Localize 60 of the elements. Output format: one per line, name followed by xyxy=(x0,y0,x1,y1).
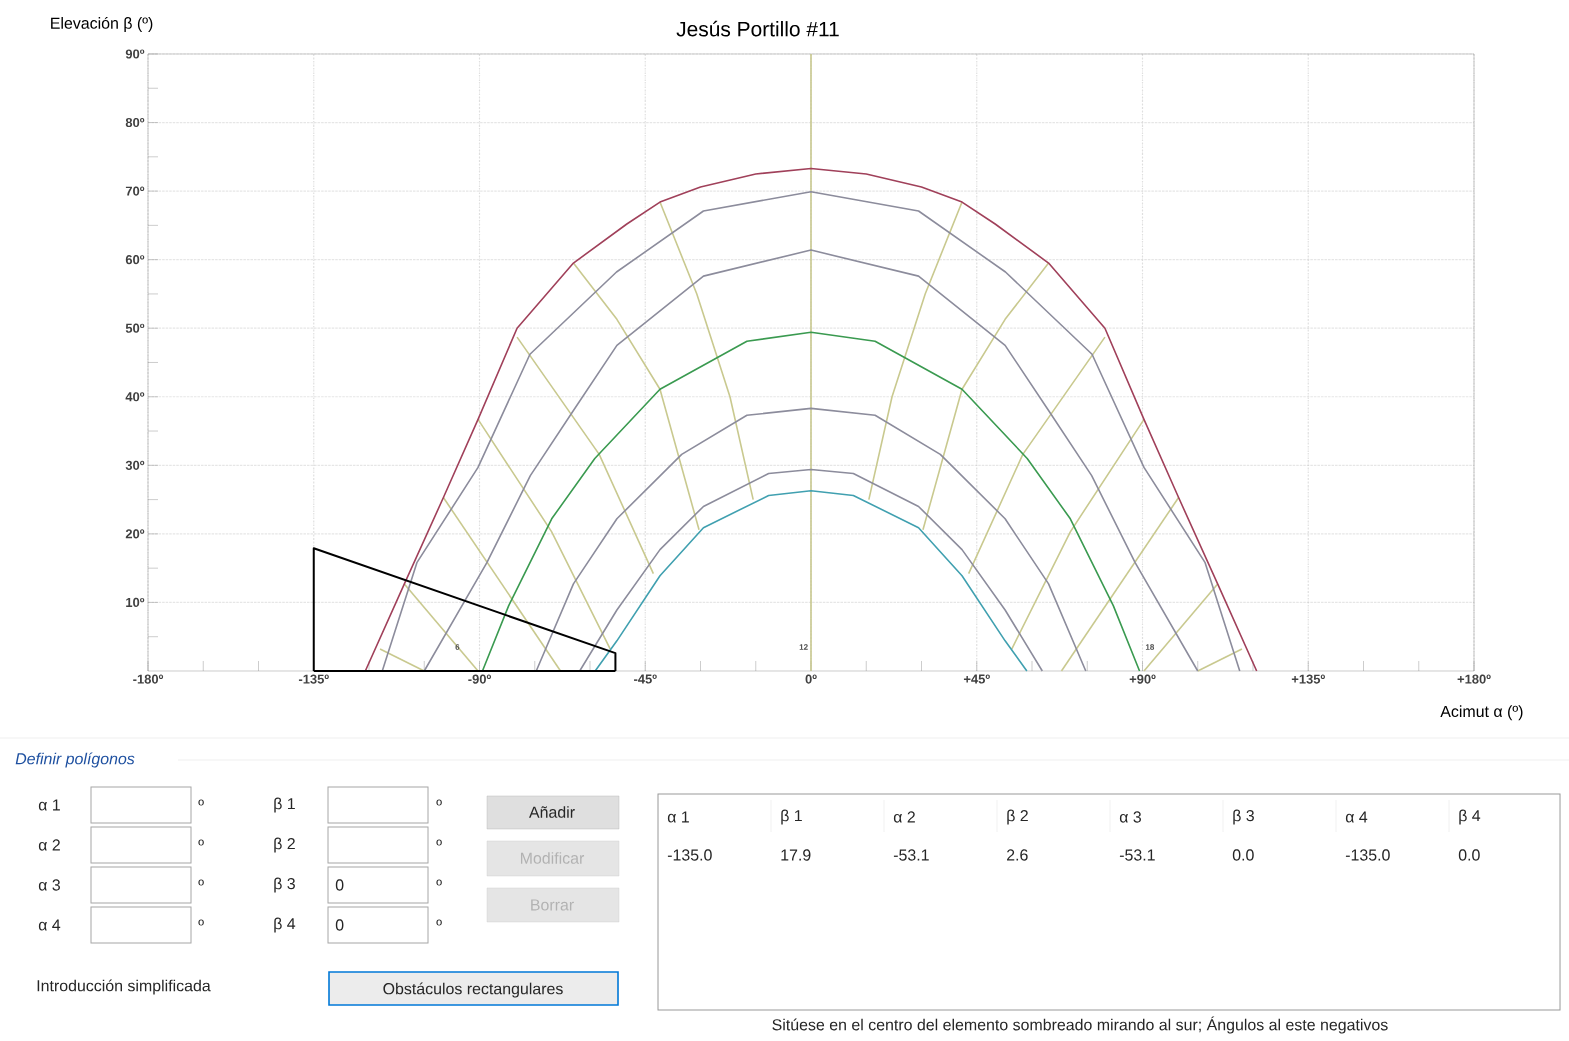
text: Definir polígonos xyxy=(15,752,135,768)
text: -53.1 xyxy=(1119,849,1155,861)
text: β 4 xyxy=(274,917,296,933)
text: α 1 xyxy=(38,799,60,811)
text: β 1 xyxy=(274,797,295,813)
text: α 3 xyxy=(38,879,60,891)
text: 17.9 xyxy=(781,849,811,861)
x-tick-label: -180º xyxy=(133,674,164,684)
text: α 4 xyxy=(1345,811,1368,823)
x-tick-label: +45º xyxy=(963,674,990,684)
x-tick-label: 0º xyxy=(805,674,817,684)
text: º xyxy=(198,799,204,806)
text: Obstáculos rectangulares xyxy=(383,982,563,998)
x-tick-label: +90º xyxy=(1129,674,1156,684)
x-tick-label: -45º xyxy=(634,674,657,684)
y-tick-label: 20º xyxy=(125,529,145,539)
y-axis-title: Elevación β (º) xyxy=(51,16,153,32)
y-tick-label: 40º xyxy=(125,392,145,402)
y-tick-label: 10º xyxy=(126,597,145,608)
x-tick-label: -135º xyxy=(298,674,329,684)
text: α 2 xyxy=(38,839,60,851)
x-axis-title: Acimut α (º) xyxy=(1440,705,1523,721)
y-tick-label: 30º xyxy=(125,460,145,470)
text: Sitúese en el centro del elemento sombreado mirando al sur; Ángulos al este negativos xyxy=(772,1016,1388,1034)
text: -135.0 xyxy=(1345,849,1390,861)
text: º xyxy=(198,839,204,846)
x-tick-label: +135º xyxy=(1291,674,1325,684)
text: 0 xyxy=(335,919,344,931)
y-tick-label: 50º xyxy=(125,323,145,333)
text: α 1 xyxy=(667,811,689,823)
text: β 1 xyxy=(781,809,802,825)
text: α 3 xyxy=(1119,811,1141,823)
text: 0.0 xyxy=(1458,849,1480,861)
text: β 2 xyxy=(274,837,295,853)
y-tick-label: 70º xyxy=(125,186,145,196)
text: α 4 xyxy=(38,919,61,931)
y-tick-label: 60º xyxy=(125,255,145,265)
y-tick-label: 90º xyxy=(125,49,145,59)
text: 2.6 xyxy=(1007,849,1028,861)
text: 0 xyxy=(335,879,344,891)
text: α 2 xyxy=(893,811,915,823)
text: º xyxy=(436,839,442,846)
text: -53.1 xyxy=(893,849,929,861)
text: -135.0 xyxy=(667,849,712,861)
x-tick-label: -90º xyxy=(468,674,492,684)
text: º xyxy=(436,879,442,886)
text: β 4 xyxy=(1459,809,1481,825)
text: Introducción simplificada xyxy=(37,979,211,995)
text: º xyxy=(198,879,204,886)
text: β 3 xyxy=(274,877,295,893)
text: β 3 xyxy=(1233,809,1254,825)
text: Añadir xyxy=(529,806,575,818)
x-tick-label: +180º xyxy=(1457,674,1491,684)
chart-title: Jesús Portillo #11 xyxy=(676,20,839,37)
text: 0.0 xyxy=(1232,849,1254,861)
text: º xyxy=(436,919,442,926)
text: º xyxy=(436,799,442,806)
text: º xyxy=(198,919,204,926)
y-tick-label: 80º xyxy=(125,117,145,128)
text: β 2 xyxy=(1007,809,1028,825)
